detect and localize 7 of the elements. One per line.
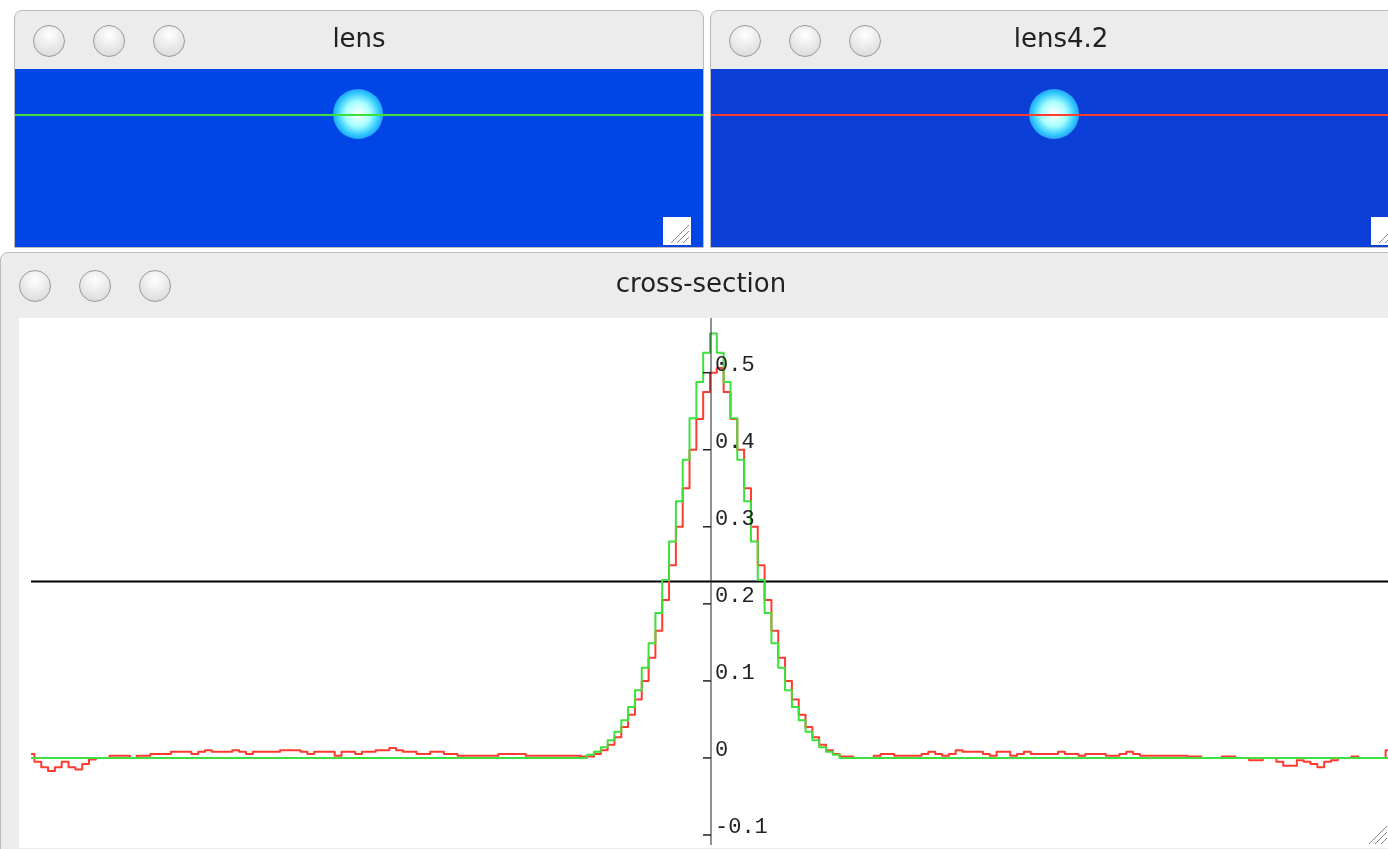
text: lens4.2 (1012, 23, 1110, 53)
y-tick-label: 0.1 (715, 660, 755, 686)
chart-title: cross-section (614, 268, 788, 298)
y-tick-label: 0 (715, 737, 729, 763)
text: lens (331, 23, 387, 53)
y-tick-label: -0.1 (715, 814, 768, 840)
y-tick-label: 0.2 (715, 583, 755, 609)
